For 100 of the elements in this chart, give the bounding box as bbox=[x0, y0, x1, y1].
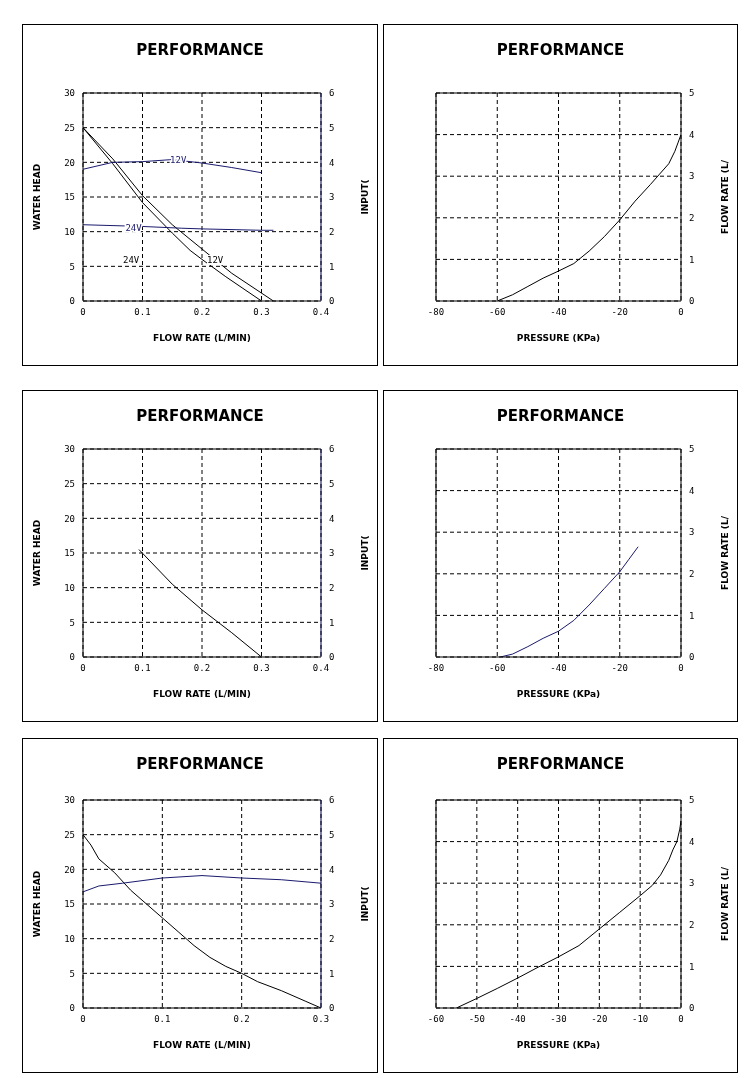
x-tick-label: -80 bbox=[427, 663, 445, 674]
y-axis-title: WATER HEAD bbox=[32, 163, 43, 231]
x-axis-title: FLOW RATE (L/MIN) bbox=[153, 1040, 251, 1050]
y2-tick-label: 5 bbox=[689, 795, 695, 806]
y-tick-label: 15 bbox=[64, 192, 75, 203]
x-tick-label: -60 bbox=[489, 307, 506, 318]
x-tick-label: 0.1 bbox=[154, 1014, 171, 1025]
y2-tick-label: 4 bbox=[689, 836, 695, 847]
x-tick-label: 0 bbox=[678, 663, 684, 674]
y2-tick-label: 1 bbox=[689, 961, 695, 972]
y-tick-label: 20 bbox=[64, 513, 75, 524]
y2-tick-label: 3 bbox=[689, 878, 695, 889]
y2-tick-label: 0 bbox=[329, 296, 335, 307]
y-tick-label: 15 bbox=[64, 899, 75, 910]
annotation: 12V bbox=[207, 255, 224, 265]
y2-tick-label: 4 bbox=[329, 513, 335, 524]
x-axis-title: PRESSURE (KPa) bbox=[516, 1040, 601, 1050]
y-tick-label: 0 bbox=[69, 296, 75, 307]
x-tick-label: -20 bbox=[591, 1014, 608, 1025]
y2-tick-label: 5 bbox=[689, 444, 695, 455]
y2-tick-label: 2 bbox=[329, 582, 335, 593]
y2-axis-title: INPUT( bbox=[360, 535, 371, 571]
y-tick-label: 20 bbox=[64, 157, 75, 168]
y2-tick-label: 2 bbox=[689, 919, 695, 930]
y2-tick-label: 4 bbox=[329, 864, 335, 875]
y-tick-label: 15 bbox=[64, 548, 75, 559]
x-tick-label: 0.4 bbox=[312, 663, 330, 674]
y2-axis-title: FLOW RATE (L/ bbox=[720, 159, 731, 235]
x-tick-label: 0 bbox=[678, 1014, 684, 1025]
y2-axis-title: FLOW RATE (L/ bbox=[720, 866, 731, 942]
x-tick-label: 0.2 bbox=[193, 663, 211, 674]
y2-tick-label: 5 bbox=[329, 122, 335, 133]
x-tick-label: 0.1 bbox=[134, 663, 151, 674]
y2-tick-label: 4 bbox=[329, 157, 335, 168]
y-tick-label: 25 bbox=[64, 122, 75, 133]
y2-tick-label: 4 bbox=[689, 485, 695, 496]
x-tick-label: 0 bbox=[678, 307, 684, 318]
y-tick-label: 10 bbox=[64, 226, 75, 237]
y2-tick-label: 6 bbox=[329, 444, 335, 455]
y-tick-label: 25 bbox=[64, 478, 75, 489]
x-tick-label: -20 bbox=[611, 663, 628, 674]
y2-tick-label: 2 bbox=[689, 568, 695, 579]
x-tick-label: -10 bbox=[632, 1014, 649, 1025]
chart-title: PERFORMANCE bbox=[495, 41, 626, 59]
chart-title: PERFORMANCE bbox=[495, 407, 626, 425]
chart-title: PERFORMANCE bbox=[135, 755, 265, 773]
y-tick-label: 10 bbox=[64, 933, 75, 944]
y-axis-title: WATER HEAD bbox=[32, 519, 43, 587]
y2-tick-label: 1 bbox=[689, 610, 695, 621]
y2-tick-label: 0 bbox=[689, 652, 695, 663]
y2-tick-label: 2 bbox=[329, 933, 335, 944]
y2-tick-label: 0 bbox=[689, 296, 695, 307]
y2-tick-label: 3 bbox=[329, 548, 335, 559]
y-tick-label: 5 bbox=[69, 968, 75, 979]
x-tick-label: 0.2 bbox=[233, 1014, 250, 1025]
y2-tick-label: 5 bbox=[329, 478, 335, 489]
y2-tick-label: 1 bbox=[329, 617, 335, 628]
x-tick-label: 0.3 bbox=[253, 307, 270, 318]
x-tick-label: 0.2 bbox=[193, 307, 211, 318]
y-tick-label: 25 bbox=[64, 829, 75, 840]
x-tick-label: -50 bbox=[468, 1014, 485, 1025]
x-tick-label: 0 bbox=[80, 307, 86, 318]
x-tick-label: -40 bbox=[509, 1014, 526, 1025]
x-axis-title: PRESSURE (KPa) bbox=[516, 689, 601, 699]
y2-tick-label: 4 bbox=[689, 129, 695, 140]
y2-tick-label: 3 bbox=[689, 527, 695, 538]
y2-tick-label: 6 bbox=[329, 88, 335, 99]
y-axis-title: WATER HEAD bbox=[32, 870, 43, 938]
y2-tick-label: 1 bbox=[329, 261, 335, 272]
y-tick-label: 5 bbox=[69, 261, 75, 272]
chart-title: PERFORMANCE bbox=[135, 41, 265, 59]
x-tick-label: -60 bbox=[489, 663, 506, 674]
y2-tick-label: 2 bbox=[329, 226, 335, 237]
y2-tick-label: 0 bbox=[689, 1003, 695, 1014]
x-axis-title: FLOW RATE (L/MIN) bbox=[153, 689, 251, 699]
y2-axis-title: INPUT( bbox=[360, 179, 371, 215]
y2-tick-label: 5 bbox=[329, 829, 335, 840]
x-tick-label: -40 bbox=[550, 663, 567, 674]
y-tick-label: 0 bbox=[69, 652, 75, 663]
y2-tick-label: 0 bbox=[329, 1003, 335, 1014]
x-tick-label: 0 bbox=[80, 1014, 86, 1025]
x-axis-title: FLOW RATE (L/MIN) bbox=[153, 333, 251, 343]
y-tick-label: 30 bbox=[64, 444, 75, 455]
x-tick-label: -30 bbox=[550, 1014, 567, 1025]
x-tick-label: 0.3 bbox=[253, 663, 270, 674]
annotation: 24V bbox=[123, 255, 140, 265]
y2-axis-title: INPUT( bbox=[360, 886, 371, 922]
x-tick-label: 0 bbox=[80, 663, 86, 674]
y2-tick-label: 0 bbox=[329, 652, 335, 663]
y2-tick-label: 1 bbox=[329, 968, 335, 979]
x-tick-label: 0.3 bbox=[312, 1014, 330, 1025]
y2-axis-title: FLOW RATE (L/ bbox=[720, 515, 731, 591]
chart-title: PERFORMANCE bbox=[495, 755, 626, 773]
y2-tick-label: 3 bbox=[329, 192, 335, 203]
x-tick-label: -20 bbox=[611, 307, 628, 318]
x-axis-title: PRESSURE (KPa) bbox=[516, 333, 601, 343]
y2-tick-label: 3 bbox=[329, 899, 335, 910]
y-tick-label: 20 bbox=[64, 864, 75, 875]
x-tick-label: -80 bbox=[427, 307, 445, 318]
y2-tick-label: 6 bbox=[329, 795, 335, 806]
